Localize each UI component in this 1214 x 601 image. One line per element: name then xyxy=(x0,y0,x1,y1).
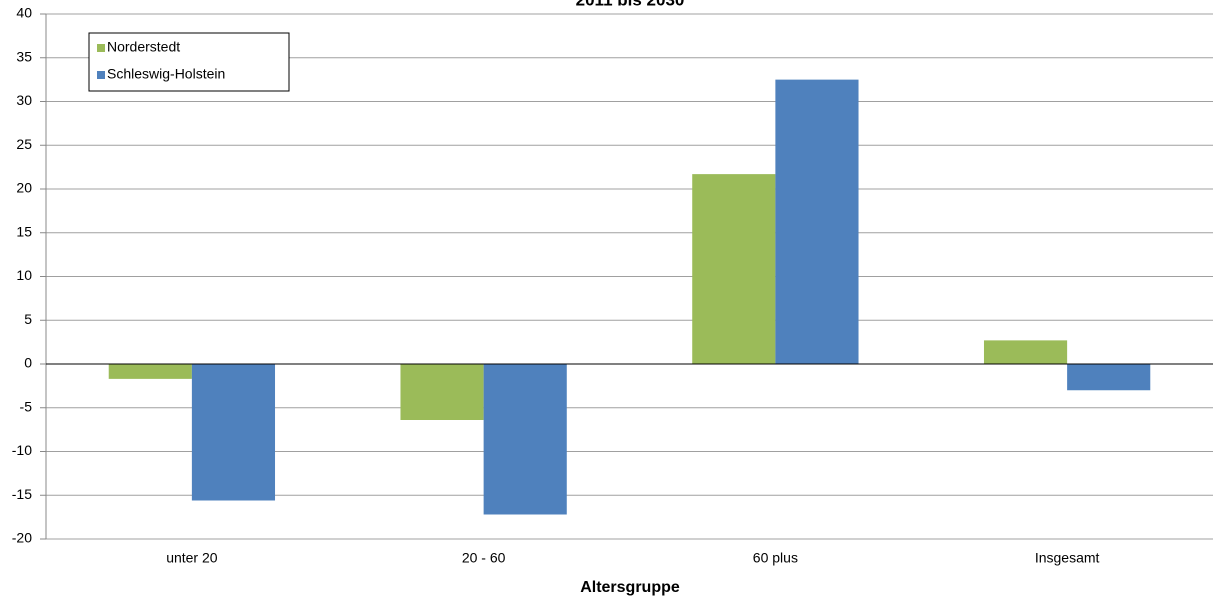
x-tick-label: Insgesamt xyxy=(1035,550,1100,566)
legend-swatch xyxy=(97,71,105,79)
legend-swatch xyxy=(97,44,105,52)
y-tick-label: 5 xyxy=(24,311,32,327)
y-tick-label: 20 xyxy=(16,180,32,196)
x-axis-label: Altersgruppe xyxy=(580,579,680,596)
bar xyxy=(400,364,484,420)
y-tick-label: 40 xyxy=(16,5,32,21)
x-tick-label: 20 - 60 xyxy=(462,550,506,566)
bar xyxy=(983,340,1068,364)
bar xyxy=(108,364,192,379)
y-tick-label: 30 xyxy=(16,92,32,108)
legend-box xyxy=(88,32,290,92)
bar xyxy=(1067,364,1151,391)
y-tick-label: 15 xyxy=(16,223,32,239)
legend-label: Schleswig-Holstein xyxy=(107,66,225,82)
y-tick-label: -15 xyxy=(12,486,32,502)
y-tick-label: 0 xyxy=(24,355,32,371)
chart-title: 2011 bis 2030 xyxy=(576,0,685,9)
y-tick-label: -5 xyxy=(20,398,33,414)
bar xyxy=(692,174,776,364)
x-tick-label: unter 20 xyxy=(166,550,218,566)
y-tick-label: -10 xyxy=(12,442,32,458)
y-tick-label: 25 xyxy=(16,136,32,152)
y-tick-label: 35 xyxy=(16,48,32,64)
x-tick-label: 60 plus xyxy=(753,550,798,566)
bar xyxy=(191,364,276,501)
y-tick-label: 10 xyxy=(16,267,32,283)
bar xyxy=(483,364,567,515)
y-tick-label: -20 xyxy=(12,530,32,546)
bar xyxy=(775,79,859,364)
legend-label: Norderstedt xyxy=(107,39,180,55)
